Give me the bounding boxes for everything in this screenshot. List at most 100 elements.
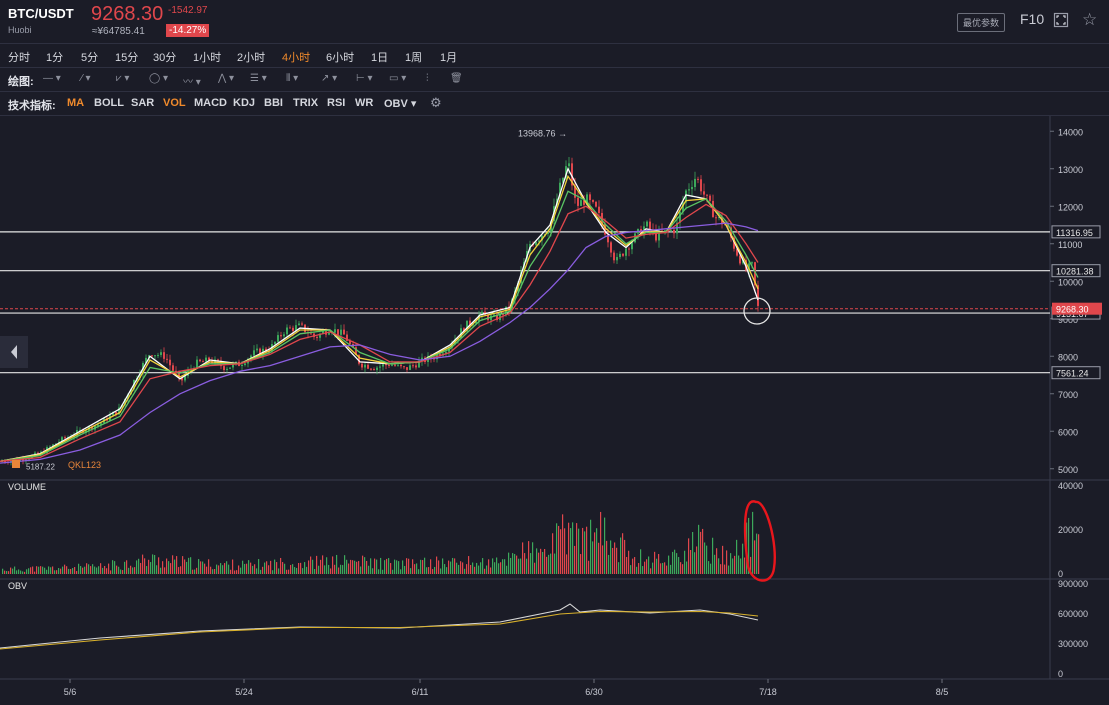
- volume-profile-icon[interactable]: ⫶: [426, 73, 429, 84]
- period-tab[interactable]: 1日: [371, 52, 389, 64]
- indicator-obv[interactable]: OBV ▾: [384, 98, 417, 110]
- candle-body: [241, 364, 243, 367]
- volume-bar: [212, 569, 214, 574]
- volume-bar: [528, 541, 530, 574]
- volume-bar: [662, 562, 664, 574]
- indicator-sar[interactable]: SAR: [131, 97, 155, 109]
- volume-bar: [150, 562, 152, 574]
- fullscreen-icon[interactable]: [1053, 12, 1069, 28]
- volume-bar: [452, 557, 454, 574]
- indicator-boll[interactable]: BOLL: [94, 97, 124, 109]
- volume-bar: [4, 570, 6, 574]
- gear-icon[interactable]: ⚙: [430, 95, 442, 110]
- measure-tool-icon[interactable]: ⊢ ▾: [356, 73, 373, 84]
- volume-bar: [634, 557, 636, 574]
- period-tab[interactable]: 1月: [440, 52, 458, 64]
- watermark-logo-icon: [12, 460, 20, 468]
- volume-bar: [44, 567, 46, 574]
- volume-bar: [738, 555, 740, 574]
- candle-body: [520, 271, 522, 283]
- volume-bar: [94, 566, 96, 574]
- volume-bar: [628, 550, 630, 574]
- volume-bar: [482, 558, 484, 574]
- volume-bar: [472, 562, 474, 574]
- volume-bar: [198, 559, 200, 574]
- line-tool-icon[interactable]: — ▾: [43, 73, 61, 84]
- volume-bar: [454, 558, 456, 574]
- candle-body: [691, 187, 693, 190]
- volume-bar: [270, 560, 272, 574]
- candle-body: [127, 394, 129, 399]
- shape-tool-icon[interactable]: ◯ ▾: [149, 73, 168, 84]
- volume-bar: [56, 570, 58, 574]
- volume-bar: [712, 537, 714, 574]
- period-tab[interactable]: 分时: [8, 52, 30, 64]
- candle-body: [475, 321, 477, 324]
- indicator-kdj[interactable]: KDJ: [233, 97, 256, 109]
- candle-body: [289, 327, 291, 329]
- volume-bar: [386, 558, 388, 574]
- volume-bar: [434, 566, 436, 574]
- f10-button[interactable]: F10: [1020, 11, 1045, 27]
- candle-body: [172, 365, 174, 371]
- price-tick-label: 9000: [1058, 315, 1078, 325]
- arrow-tool-icon[interactable]: ↗ ▾: [321, 73, 338, 84]
- indicator-ma[interactable]: MA: [67, 97, 85, 109]
- indicator-macd[interactable]: MACD: [194, 97, 227, 109]
- volume-bar: [464, 568, 466, 574]
- candle-body: [283, 334, 285, 337]
- volume-bar: [636, 566, 638, 574]
- pattern-tool-icon[interactable]: ⋀ ▾: [218, 73, 235, 84]
- star-icon[interactable]: ☆: [1082, 10, 1098, 29]
- volume-bar: [450, 561, 452, 574]
- candle-body: [280, 335, 282, 337]
- exchange-name: Huobi: [8, 25, 32, 35]
- candle-body: [256, 348, 258, 351]
- trash-icon[interactable]: 🗑: [450, 73, 463, 84]
- volume-bar: [148, 559, 150, 574]
- chart-area[interactable]: 5000 6000 7000 8000 9000 10000 11000 12000 13000…: [0, 116, 1109, 705]
- fib-tool-icon[interactable]: ☰ ▾: [250, 73, 267, 84]
- period-tab[interactable]: 2小时: [237, 52, 266, 64]
- channel-tool-icon[interactable]: ⩗ ▾: [116, 73, 130, 84]
- pen-tool-icon[interactable]: ⁄ ▾: [81, 73, 91, 84]
- indicator-trix[interactable]: TRIX: [293, 97, 319, 109]
- volume-bar: [560, 529, 562, 574]
- volume-bar: [194, 569, 196, 574]
- period-tab[interactable]: 6小时: [326, 52, 355, 64]
- period-tab[interactable]: 15分: [115, 52, 139, 64]
- optimal-params-button[interactable]: 最优参数: [957, 13, 1006, 32]
- volume-bar: [616, 547, 618, 574]
- candle-body: [4, 461, 6, 463]
- volume-bar: [72, 568, 74, 574]
- period-tab[interactable]: 30分: [153, 52, 177, 64]
- volume-bar: [682, 564, 684, 574]
- volume-bar: [90, 566, 92, 574]
- candle-body: [469, 320, 471, 325]
- volume-bar: [272, 570, 274, 574]
- volume-bar: [184, 559, 186, 574]
- indicator-wr[interactable]: WR: [355, 97, 374, 109]
- indicator-bbi[interactable]: BBI: [264, 97, 283, 109]
- indicator-vol[interactable]: VOL: [163, 97, 186, 109]
- wave-tool-icon[interactable]: 〰 ▾: [183, 77, 201, 88]
- note-tool-icon[interactable]: ▭ ▾: [389, 73, 407, 84]
- period-tab[interactable]: 1周: [405, 52, 423, 64]
- indicator-rsi[interactable]: RSI: [327, 97, 346, 109]
- period-tab[interactable]: 5分: [81, 52, 99, 64]
- period-tab[interactable]: 1小时: [193, 52, 222, 64]
- candle-body: [379, 366, 381, 368]
- volume-bar: [296, 567, 298, 574]
- price-tick-label: 6000: [1058, 427, 1078, 437]
- volume-bar: [680, 562, 682, 574]
- candle-body: [730, 227, 732, 238]
- volume-bar: [86, 563, 88, 574]
- volume-bar: [718, 558, 720, 574]
- period-tab[interactable]: 1分: [46, 52, 64, 64]
- chevron-left-icon[interactable]: [0, 336, 28, 368]
- period-tab[interactable]: 4小时: [282, 52, 311, 64]
- volume-bar: [288, 569, 290, 574]
- volume-bar: [742, 543, 744, 574]
- volume-bar: [250, 562, 252, 574]
- gann-tool-icon[interactable]: ⦀ ▾: [286, 73, 299, 84]
